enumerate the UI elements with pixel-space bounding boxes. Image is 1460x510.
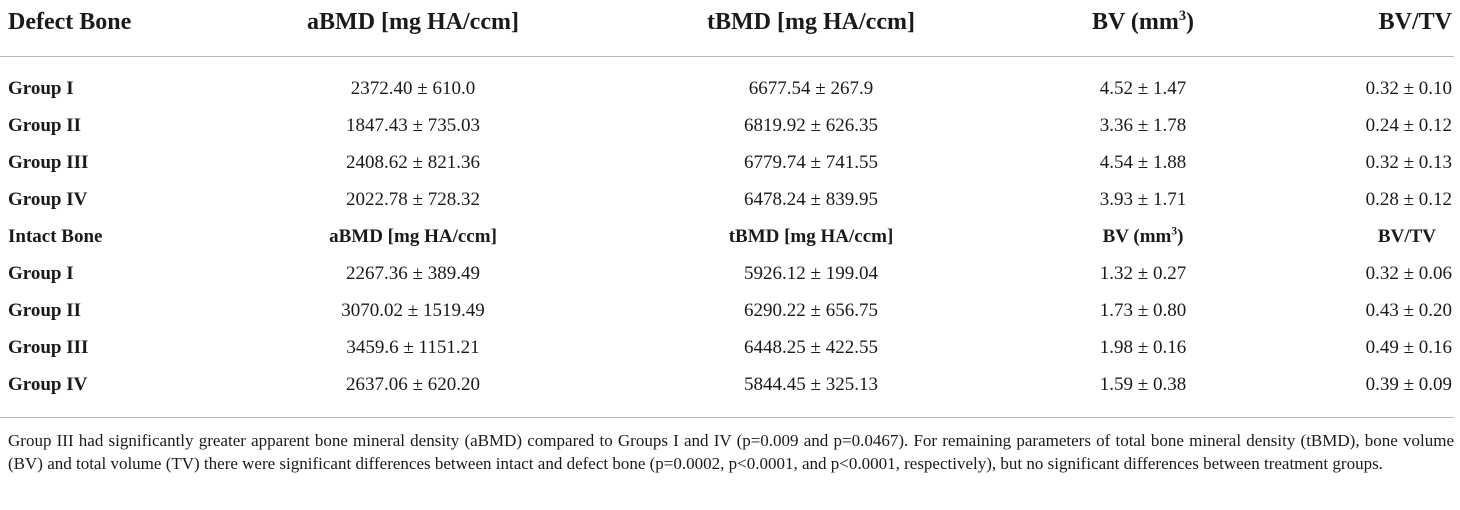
row-bv: 1.98 ± 0.16 xyxy=(1099,337,1187,358)
row-group-label: Group III xyxy=(8,152,89,173)
row-abmd: 1847.43 ± 735.03 xyxy=(346,115,480,136)
row-tbmd: 6448.25 ± 422.55 xyxy=(744,337,878,358)
row-abmd: 2267.36 ± 389.49 xyxy=(346,263,480,284)
subheader-bv-end: ) xyxy=(1177,226,1184,247)
subheader-bv-base: BV (mm xyxy=(1102,226,1172,247)
row-bv: 1.73 ± 0.80 xyxy=(1099,300,1187,321)
header-bv-superscript: 3 xyxy=(1178,8,1187,24)
table-row: Group III 3459.6 ± 1151.21 6448.25 ± 422… xyxy=(0,329,1460,366)
table-row: Group II 3070.02 ± 1519.49 6290.22 ± 656… xyxy=(0,292,1460,329)
row-bvtv: 0.43 ± 0.20 xyxy=(1365,300,1452,321)
row-tbmd: 6290.22 ± 656.75 xyxy=(744,300,878,321)
row-abmd: 2637.06 ± 620.20 xyxy=(346,374,480,395)
subheader-bv: BV (mm3) xyxy=(983,225,1303,247)
row-tbmd: 5844.45 ± 325.13 xyxy=(744,374,878,395)
row-bv: 3.36 ± 1.78 xyxy=(1099,115,1187,136)
table-row: Group III 2408.62 ± 821.36 6779.74 ± 741… xyxy=(0,144,1460,181)
row-group-label: Group I xyxy=(8,78,74,99)
row-group-label: Group IV xyxy=(8,374,88,395)
header-abmd: aBMD [mg HA/ccm] xyxy=(307,9,519,35)
subheader-bv-superscript: 3 xyxy=(1171,225,1178,238)
table-row: Group II 1847.43 ± 735.03 6819.92 ± 626.… xyxy=(0,107,1460,144)
row-bv: 4.52 ± 1.47 xyxy=(1099,78,1187,99)
subheader-bvtv: BV/TV xyxy=(1377,226,1436,247)
row-bv: 1.32 ± 0.27 xyxy=(1099,263,1187,284)
row-bv: 1.59 ± 0.38 xyxy=(1099,374,1187,395)
row-bvtv: 0.39 ± 0.09 xyxy=(1365,374,1452,395)
row-group-label: Group I xyxy=(8,263,74,284)
footer-rule xyxy=(0,417,1454,418)
subheader-tbmd: tBMD [mg HA/ccm] xyxy=(728,226,894,247)
table-row: Group IV 2637.06 ± 620.20 5844.45 ± 325.… xyxy=(0,366,1460,403)
header-rule xyxy=(0,56,1454,57)
table-header-row: Defect Bone aBMD [mg HA/ccm] tBMD [mg HA… xyxy=(0,0,1460,46)
row-abmd: 3459.6 ± 1151.21 xyxy=(346,337,480,358)
row-tbmd: 5926.12 ± 199.04 xyxy=(744,263,878,284)
table-footnote: Group III had significantly greater appa… xyxy=(8,431,1454,473)
row-tbmd: 6478.24 ± 839.95 xyxy=(744,189,878,210)
header-bv-base: BV (mm xyxy=(1091,9,1179,35)
row-abmd: 2408.62 ± 821.36 xyxy=(346,152,480,173)
row-abmd: 2372.40 ± 610.0 xyxy=(350,78,476,99)
row-abmd: 3070.02 ± 1519.49 xyxy=(341,300,485,321)
header-defect-bone: Defect Bone xyxy=(8,9,132,35)
header-bv: BV (mm3) xyxy=(983,8,1303,35)
subheader-abmd: aBMD [mg HA/ccm] xyxy=(329,226,497,247)
row-bvtv: 0.28 ± 0.12 xyxy=(1365,189,1452,210)
row-tbmd: 6819.92 ± 626.35 xyxy=(744,115,878,136)
row-bvtv: 0.32 ± 0.10 xyxy=(1365,78,1452,99)
row-bv: 3.93 ± 1.71 xyxy=(1099,189,1187,210)
row-bvtv: 0.49 ± 0.16 xyxy=(1365,337,1452,358)
row-bvtv: 0.32 ± 0.13 xyxy=(1365,152,1452,173)
table-row: Group I 2267.36 ± 389.49 5926.12 ± 199.0… xyxy=(0,255,1460,292)
row-group-label: Group II xyxy=(8,300,82,321)
intact-bone-subheader: Intact Bone aBMD [mg HA/ccm] tBMD [mg HA… xyxy=(0,218,1460,255)
row-tbmd: 6677.54 ± 267.9 xyxy=(748,78,874,99)
header-bvtv: BV/TV xyxy=(1378,9,1452,35)
row-group-label: Group II xyxy=(8,115,82,136)
row-group-label: Group III xyxy=(8,337,89,358)
row-bv: 4.54 ± 1.88 xyxy=(1099,152,1187,173)
header-tbmd: tBMD [mg HA/ccm] xyxy=(707,9,915,35)
row-abmd: 2022.78 ± 728.32 xyxy=(346,189,480,210)
row-bvtv: 0.32 ± 0.06 xyxy=(1365,263,1452,284)
table-row: Group IV 2022.78 ± 728.32 6478.24 ± 839.… xyxy=(0,181,1460,218)
row-bvtv: 0.24 ± 0.12 xyxy=(1365,115,1452,136)
subheader-intact-bone: Intact Bone xyxy=(8,226,103,247)
row-group-label: Group IV xyxy=(8,189,88,210)
row-tbmd: 6779.74 ± 741.55 xyxy=(744,152,878,173)
table-row: Group I 2372.40 ± 610.0 6677.54 ± 267.9 … xyxy=(0,70,1460,107)
header-bv-end: ) xyxy=(1186,9,1195,35)
